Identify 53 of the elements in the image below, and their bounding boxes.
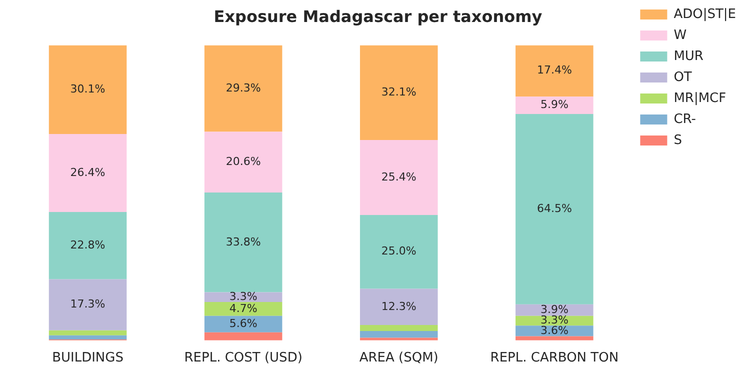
data-label: 17.3% <box>70 298 106 311</box>
bar <box>48 212 127 280</box>
data-label: 3.9% <box>540 303 568 316</box>
data-label: 25.0% <box>381 244 416 258</box>
legend-label: W <box>674 28 687 43</box>
bar <box>48 279 127 330</box>
legend-label: MR|MCF <box>674 90 726 106</box>
x-tick-label: REPL. CARBON TON <box>490 350 619 366</box>
bar <box>360 45 438 140</box>
bar <box>360 288 438 326</box>
bar <box>360 214 438 289</box>
x-tick-label: BUILDINGS <box>52 350 124 366</box>
bar <box>516 114 594 304</box>
bar <box>48 45 127 134</box>
bar <box>204 45 282 132</box>
data-label: 5.9% <box>540 98 568 112</box>
legend-label: MUR <box>674 48 704 64</box>
bar <box>48 335 127 340</box>
bar <box>516 326 594 336</box>
data-label: 26.4% <box>70 166 106 179</box>
data-label: 25.4% <box>381 170 416 184</box>
chart-title: Exposure Madagascar per taxonomy <box>214 6 543 26</box>
bar <box>204 332 282 340</box>
data-label: 32.1% <box>381 85 416 98</box>
data-label: 64.5% <box>536 202 572 216</box>
data-label: 12.3% <box>381 300 416 313</box>
data-label: 22.8% <box>70 238 106 252</box>
data-label: 30.1% <box>70 82 106 96</box>
bar <box>360 330 438 338</box>
data-label: 29.3% <box>226 81 261 94</box>
legend-label: OT <box>674 70 692 85</box>
bar <box>204 132 282 193</box>
x-tick-label: REPL. COST (USD) <box>184 350 302 366</box>
bar <box>48 330 127 336</box>
bar <box>360 338 438 340</box>
data-label: 3.3% <box>229 290 258 304</box>
data-label: 4.7% <box>229 302 258 315</box>
legend-label: ADO|ST|E <box>674 6 736 22</box>
x-tick-label: AREA (SQM) <box>359 350 438 366</box>
data-label: 5.6% <box>229 317 258 330</box>
bar <box>48 134 127 212</box>
data-label: 17.4% <box>536 64 572 77</box>
bar <box>204 192 282 292</box>
bar <box>204 302 282 316</box>
bar <box>204 316 282 332</box>
bar <box>516 96 594 114</box>
data-label: 33.8% <box>226 235 261 248</box>
legend-label: CR- <box>674 112 696 127</box>
bar <box>360 140 438 215</box>
bar <box>516 45 594 97</box>
legend-label: S <box>674 132 682 148</box>
data-label: 20.6% <box>226 154 261 168</box>
bar <box>360 325 438 331</box>
